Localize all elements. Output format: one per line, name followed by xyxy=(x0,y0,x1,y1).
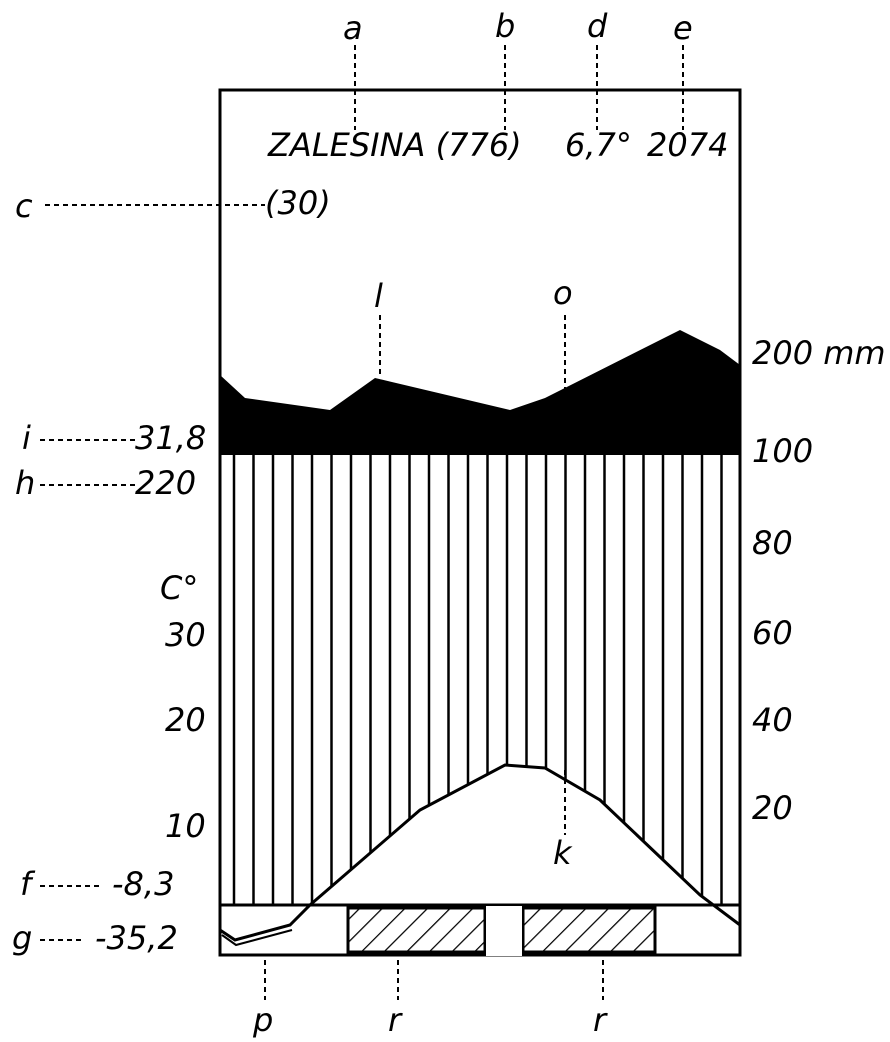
letter: r xyxy=(388,1001,403,1039)
letter: c xyxy=(15,187,33,225)
letter: p xyxy=(252,1001,273,1039)
precip-tick: 100 xyxy=(752,432,813,470)
frame xyxy=(218,88,742,957)
temp-tick: 30 xyxy=(165,616,206,654)
letter: a xyxy=(343,9,363,47)
letter: d xyxy=(587,7,608,45)
letter: e xyxy=(673,9,693,47)
letter: l xyxy=(374,277,383,315)
frost-band xyxy=(346,906,487,954)
temp-tick: 10 xyxy=(165,807,206,845)
precip-tick: 80 xyxy=(752,524,793,562)
band-gap xyxy=(486,906,522,956)
precip-tick: 40 xyxy=(752,701,793,739)
letter: f xyxy=(20,865,36,903)
value-i: 31,8 xyxy=(135,419,206,457)
temp-curve xyxy=(219,763,741,942)
frost-band xyxy=(521,906,657,954)
value-h: 220 xyxy=(135,464,196,502)
value-f: -8,3 xyxy=(112,865,174,903)
min-curve xyxy=(221,929,293,947)
temp-fill xyxy=(220,765,740,940)
letter: r xyxy=(593,1001,608,1039)
letter: h xyxy=(15,464,35,502)
letter: o xyxy=(553,274,573,312)
precip-total: 2074 xyxy=(647,126,728,164)
letter: g xyxy=(12,919,32,957)
letter: b xyxy=(495,7,515,45)
value-g: -35,2 xyxy=(95,919,178,957)
station-name: ZALESINA (776) xyxy=(267,126,522,164)
precip-tick: 60 xyxy=(752,614,793,652)
mean-temp: 6,7° xyxy=(565,126,632,164)
precip-tick: 20 xyxy=(752,789,793,827)
temp-tick: 20 xyxy=(165,701,206,739)
precip-area xyxy=(220,330,740,455)
precip-tick: 200 mm xyxy=(752,334,886,372)
letter: k xyxy=(553,834,573,872)
temp-unit: C° xyxy=(160,569,198,607)
letter: i xyxy=(22,419,31,457)
years: (30) xyxy=(265,184,331,222)
